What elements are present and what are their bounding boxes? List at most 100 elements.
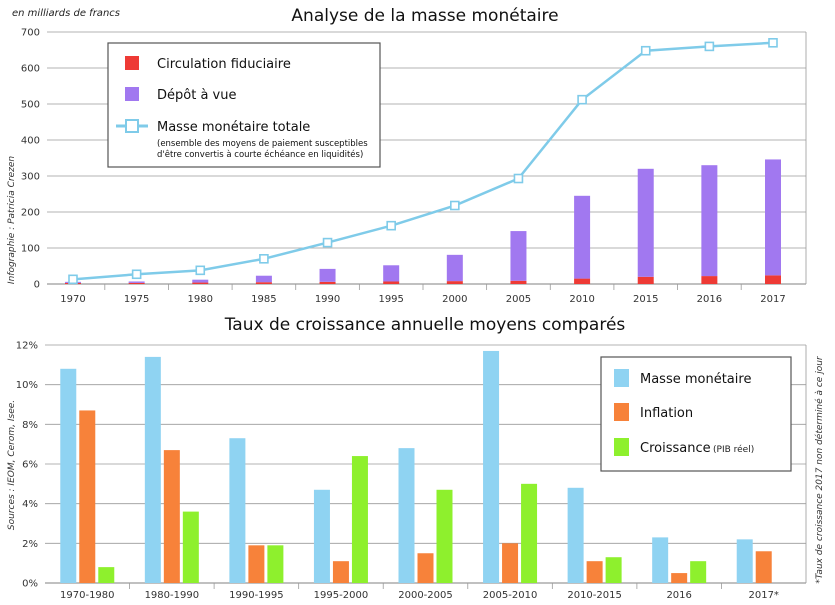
chart-title-2: Taux de croissance annuelle moyens compa…	[224, 315, 626, 335]
bar-depot-a-vue	[446, 254, 463, 282]
bar-croissance	[351, 456, 368, 583]
bar-depot-a-vue	[255, 275, 272, 283]
x-tick-label-2: 1980-1990	[145, 590, 200, 601]
bar-croissance	[98, 567, 115, 583]
legend-label-circulation: Circulation fiduciaire	[157, 57, 291, 72]
bar-circulation-fiduciaire	[383, 281, 400, 284]
point-masse-monetaire-totale	[322, 237, 333, 248]
bar-circulation-fiduciaire	[446, 281, 463, 284]
bar-masse-mon-taire	[60, 368, 77, 583]
y-tick-label-1: 500	[21, 100, 40, 111]
x-tick-label-1: 1995	[378, 294, 403, 305]
y-tick-label-1: 0	[34, 280, 40, 291]
bar-masse-mon-taire	[567, 487, 584, 583]
x-tick-label-1: 1980	[188, 294, 213, 305]
x-tick-label-2: 2005-2010	[483, 590, 538, 601]
legend-swatch-circulation	[125, 56, 139, 70]
point-masse-monetaire-totale	[577, 94, 587, 105]
x-tick-label-1: 2016	[697, 294, 722, 305]
bar-depot-a-vue	[765, 159, 781, 276]
x-tick-label-2: 1995-2000	[314, 590, 369, 601]
bar-inflation	[163, 450, 180, 583]
bar-inflation	[417, 553, 434, 583]
legend-label-2: Croissance	[640, 441, 711, 456]
bar-croissance	[521, 483, 538, 583]
bar-inflation	[248, 545, 265, 583]
bar-depot-a-vue	[383, 265, 400, 282]
bar-masse-mon-taire	[652, 537, 669, 583]
x-tick-label-1: 2000	[442, 294, 467, 305]
bar-depot-a-vue	[319, 268, 336, 282]
point-masse-monetaire-totale	[259, 254, 269, 264]
bar-croissance	[605, 557, 622, 583]
y-tick-label-1: 100	[21, 244, 40, 255]
y-tick-label-1: 200	[21, 208, 40, 219]
x-tick-label-1: 2017	[760, 294, 785, 305]
bar-masse-mon-taire	[736, 539, 753, 583]
bar-masse-mon-taire	[229, 438, 246, 583]
x-tick-label-2: 2000-2005	[398, 590, 453, 601]
x-tick-label-2: 2016	[666, 590, 691, 601]
x-tick-label-2: 1970-1980	[60, 590, 115, 601]
footnote-label: *Taux de croissance 2017 non déterminé à…	[814, 355, 825, 584]
x-tick-label-1: 2015	[633, 294, 658, 305]
x-tick-label-1: 1975	[124, 294, 149, 305]
bar-inflation	[755, 551, 772, 583]
bar-circulation-fiduciaire	[574, 278, 591, 284]
point-masse-monetaire-totale	[386, 220, 396, 231]
y-tick-label-2: 0%	[22, 579, 38, 590]
y-tick-label-1: 600	[21, 64, 40, 75]
legend-swatch-2	[614, 438, 629, 456]
y-tick-label-2: 4%	[22, 499, 38, 510]
bar-depot-a-vue	[701, 165, 718, 277]
point-masse-monetaire-totale	[131, 269, 142, 280]
x-tick-label-2: 2017*	[748, 590, 778, 601]
legend-swatch-depot	[125, 87, 139, 101]
y-tick-label-1: 700	[21, 28, 40, 39]
line-masse-monetaire-totale	[72, 41, 774, 281]
bar-masse-mon-taire	[398, 448, 415, 583]
legend-label-suffix-2: (PIB réel)	[713, 444, 754, 455]
bar-circulation-fiduciaire	[255, 282, 272, 284]
bar-depot-a-vue	[574, 195, 591, 279]
bar-masse-mon-taire	[483, 350, 500, 583]
x-tick-label-1: 2010	[569, 294, 594, 305]
bar-inflation	[671, 573, 688, 583]
x-tick-label-1: 1970	[60, 294, 85, 305]
chart-title-1: Analyse de la masse monétaire	[291, 6, 558, 26]
bar-circulation-fiduciaire	[765, 275, 781, 284]
x-tick-label-1: 1985	[251, 294, 276, 305]
bar-circulation-fiduciaire	[701, 276, 718, 284]
legend-label-0: Masse monétaire	[640, 372, 751, 387]
legend-marker-total	[125, 119, 139, 133]
y-tick-label-2: 12%	[16, 341, 38, 352]
y-tick-label-2: 6%	[22, 460, 38, 471]
credit-label: Infographie : Patricia Crezen	[7, 156, 17, 284]
sources-label: Sources : IEOM, Cerom, Isee.	[7, 400, 17, 530]
unit-label: en milliards de francs	[12, 8, 120, 19]
bar-depot-a-vue	[637, 168, 654, 277]
bar-depot-a-vue	[128, 281, 145, 283]
bar-croissance	[436, 489, 453, 583]
bar-circulation-fiduciaire	[319, 281, 336, 284]
bar-depot-a-vue	[510, 231, 527, 281]
legend-label-depot: Dépôt à vue	[157, 88, 236, 103]
x-tick-label-1: 1990	[315, 294, 340, 305]
legend-swatch-1	[614, 403, 629, 421]
point-masse-monetaire-totale	[513, 173, 524, 184]
legend-note-line-1: (ensemble des moyens de paiement suscept…	[157, 139, 368, 149]
bar-croissance	[182, 511, 199, 583]
legend-box-2	[600, 356, 792, 472]
bar-circulation-fiduciaire	[510, 280, 527, 284]
bar-croissance	[267, 545, 284, 583]
y-tick-label-2: 10%	[16, 380, 38, 391]
legend-label-1: Inflation	[640, 406, 693, 421]
legend-swatch-0	[614, 369, 629, 387]
point-masse-monetaire-totale	[68, 274, 78, 285]
bar-croissance	[690, 561, 707, 583]
bar-inflation	[332, 561, 349, 583]
point-masse-monetaire-totale	[195, 265, 206, 276]
y-tick-label-1: 300	[21, 172, 40, 183]
